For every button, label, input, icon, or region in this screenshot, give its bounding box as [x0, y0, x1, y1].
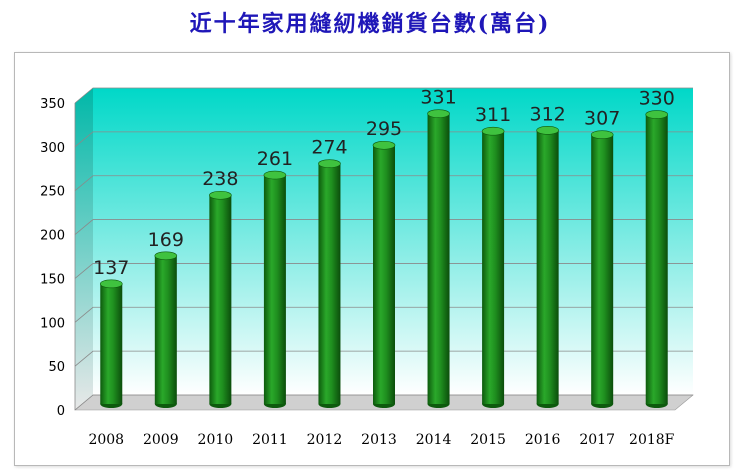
- bar-top: [263, 170, 287, 180]
- bar: [645, 114, 668, 405]
- bar: [427, 113, 450, 404]
- data-label: 331: [420, 87, 456, 109]
- chart-title: 近十年家用縫紉機銷貨台數(萬台): [189, 11, 551, 37]
- bar: [373, 145, 395, 404]
- bar-top: [318, 159, 341, 168]
- data-label: 307: [584, 108, 620, 130]
- x-tick-label: 2016: [525, 432, 561, 448]
- bar: [591, 134, 614, 404]
- plot-side-wall: [75, 88, 93, 410]
- x-tick-label: 2009: [143, 432, 179, 448]
- data-label: 295: [366, 118, 402, 140]
- bar: [209, 195, 232, 404]
- y-tick-label: 150: [40, 272, 65, 287]
- data-label: 261: [257, 148, 293, 170]
- x-tick-label: 2010: [198, 432, 234, 448]
- y-tick-label: 250: [40, 185, 65, 200]
- bar-top: [209, 190, 232, 200]
- y-tick-label: 100: [40, 316, 65, 331]
- bar-top: [372, 140, 396, 150]
- bar-top: [645, 110, 669, 119]
- x-tick-label: 2015: [470, 432, 506, 448]
- x-tick-label: 2008: [88, 432, 124, 448]
- y-tick-label: 50: [48, 360, 65, 375]
- data-label: 274: [311, 137, 347, 159]
- y-tick-label: 200: [40, 229, 65, 244]
- x-tick-label: 2017: [579, 432, 615, 448]
- x-tick-label: 2014: [416, 432, 452, 448]
- bar: [100, 283, 123, 404]
- bar-top: [481, 126, 505, 136]
- y-tick-label: 0: [57, 404, 65, 419]
- bar: [263, 175, 286, 404]
- gridline: [74, 87, 693, 104]
- bar-top: [590, 130, 614, 140]
- data-label: 312: [530, 103, 566, 125]
- data-label: 330: [639, 88, 675, 110]
- bar-top: [99, 279, 123, 289]
- bar-top: [427, 109, 450, 118]
- x-tick-label: 2013: [361, 432, 397, 448]
- data-label: 169: [148, 229, 184, 251]
- bar: [482, 131, 505, 405]
- data-label: 137: [93, 257, 129, 279]
- bar-top: [536, 126, 559, 135]
- bar: [536, 130, 559, 404]
- bar: [318, 163, 341, 404]
- x-tick-label: 2018F: [629, 432, 675, 448]
- x-tick-label: 2012: [307, 432, 343, 448]
- y-tick-label: 350: [40, 97, 65, 112]
- data-label: 238: [202, 168, 238, 190]
- data-label: 311: [475, 104, 511, 126]
- y-tick-label: 300: [40, 141, 65, 156]
- x-tick-label: 2011: [252, 432, 288, 448]
- bar-top: [154, 251, 178, 261]
- bar: [154, 255, 177, 404]
